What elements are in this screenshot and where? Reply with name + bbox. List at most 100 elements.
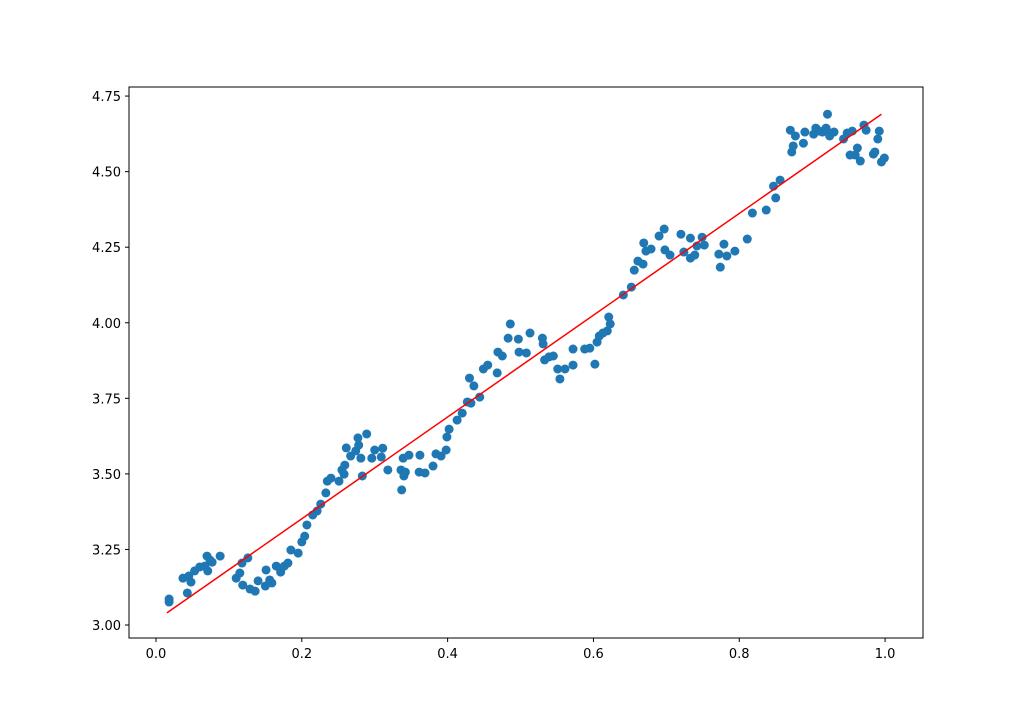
scatter-point [761,205,771,215]
scatter-point [855,156,865,166]
scatter-point [800,127,810,137]
y-tick-label: 4.00 [92,317,121,332]
x-tick-label: 0.2 [291,647,312,662]
scatter-point [483,360,493,370]
scatter-point [436,451,446,461]
scatter-point [870,147,880,157]
scatter-point [397,485,407,495]
scatter-point [286,545,296,555]
y-tick-label: 4.75 [92,90,121,105]
scatter-point [742,234,752,244]
y-tick-label: 4.50 [92,166,121,181]
scatter-point [326,473,336,483]
scatter-point [378,443,388,453]
scatter-point [638,259,648,269]
scatter-point [441,445,451,455]
scatter-point [747,208,757,218]
scatter-point [300,531,310,541]
scatter-point [356,453,366,463]
y-tick-label: 3.75 [92,392,121,407]
scatter-point [497,351,507,361]
scatter-point [505,319,515,329]
scatter-point [714,249,724,259]
scatter-point [548,351,558,361]
scatter-point [475,392,485,402]
scatter-point [699,240,709,250]
scatter-point [415,450,425,460]
scatter-point [367,453,377,463]
scatter-point [466,398,476,408]
scatter-point [376,452,386,462]
scatter-point [444,424,454,434]
scatter-point [654,231,664,241]
scatter-point [186,577,196,587]
scatter-point [383,465,393,475]
scatter-point [788,141,798,151]
scatter-point [590,359,600,369]
scatter-point [442,432,452,442]
x-tick-label: 1.0 [875,647,896,662]
scatter-point [238,580,248,590]
y-tick-label: 3.50 [92,468,121,483]
scatter-point [585,343,595,353]
scatter-point [420,468,430,478]
scatter-point [560,364,570,374]
scatter-point [874,126,884,136]
scatter-point [464,373,474,383]
scatter-point [182,588,192,598]
scatter-point [790,131,800,141]
y-tick-label: 3.00 [92,619,121,634]
scatter-point [730,246,740,256]
axes-frame [128,86,924,639]
scatter-point [293,548,303,558]
scatter-point [690,250,700,260]
x-tick-label: 0.4 [437,647,458,662]
scatter-point [492,368,502,378]
scatter-point [353,433,363,443]
scatter-point [253,576,263,586]
x-tick-label: 0.6 [583,647,604,662]
scatter-point [665,250,675,260]
scatter-point [879,153,889,163]
scatter-point [321,488,331,498]
scatter-point [785,125,795,135]
scatter-point [568,360,578,370]
scatter-point [469,381,479,391]
scatter-point [452,415,462,425]
scatter-point [235,568,245,578]
scatter-point [822,109,832,119]
scatter-point [267,578,277,588]
scatter-point [400,467,410,477]
scatter-point [334,476,344,486]
scatter-point [553,364,563,374]
scatter-point [340,460,350,470]
scatter-point [646,244,656,254]
scatter-point [873,134,883,144]
scatter-point [852,143,862,153]
scatter-point [404,450,414,460]
scatter-point [602,326,612,336]
scatter-point [362,429,372,439]
scatter-point [283,558,293,568]
scatter-point [697,232,707,242]
scatter-point [605,319,615,329]
scatter-point [302,520,312,530]
scatter-point [503,333,513,343]
scatter-point [722,251,732,261]
scatter-point [164,597,174,607]
scatter-point [850,150,860,160]
scatter-point [685,233,695,243]
scatter-point [457,408,467,418]
scatter-point [719,239,729,249]
scatter-point [629,265,639,275]
scatter-point [525,328,535,338]
scatter-point [659,224,669,234]
x-tick-label: 0.0 [146,647,167,662]
scatter-point [261,565,271,575]
scatter-point [370,445,380,455]
scatter-point [250,586,260,596]
scatter-point [341,443,351,453]
